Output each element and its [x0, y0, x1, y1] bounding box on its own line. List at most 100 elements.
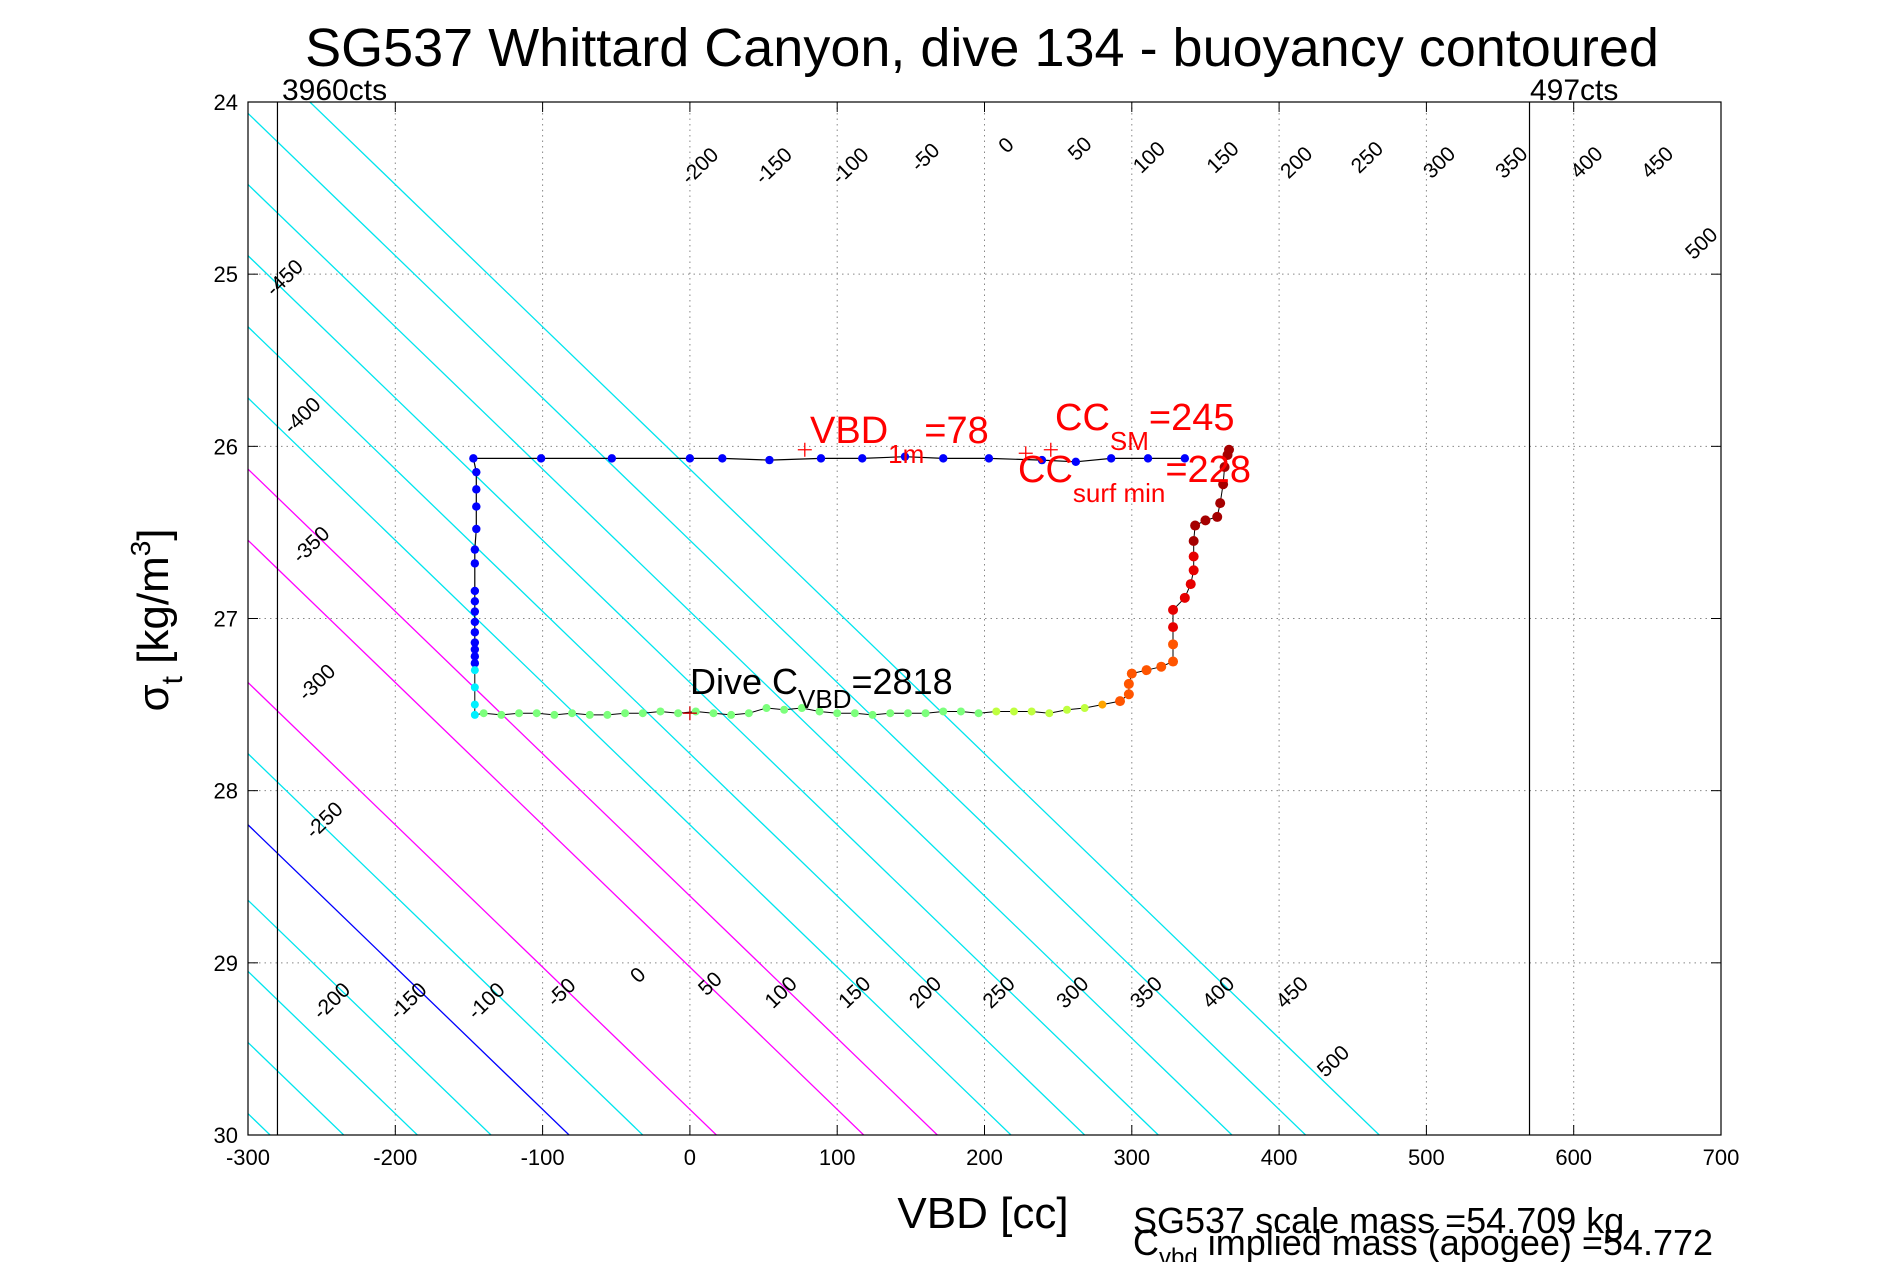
dive-point	[727, 710, 736, 719]
dive-point	[833, 709, 842, 718]
dive-point	[1179, 592, 1190, 603]
climb-point	[470, 545, 480, 554]
contour-line	[248, 112, 1307, 1135]
contour-line	[248, 325, 1086, 1135]
climb-point	[470, 607, 480, 616]
climb-point	[685, 454, 695, 463]
dive-point	[1115, 696, 1126, 707]
dive-point	[656, 707, 665, 716]
dive-point	[815, 707, 824, 716]
contour-line	[248, 681, 718, 1135]
data-series	[469, 442, 1235, 721]
chart-title: SG537 Whittard Canyon, dive 134 - buoyan…	[305, 18, 1659, 78]
cc-sm-main: CC	[1055, 397, 1110, 439]
dive-point	[1027, 707, 1036, 716]
climb-point	[1106, 454, 1116, 463]
y-axis-label-sup: 3	[125, 541, 156, 557]
y-tick-label: 24	[214, 90, 238, 115]
contour-line	[248, 254, 1160, 1135]
dive-point	[797, 704, 806, 713]
y-axis-label-units: [kg/m	[129, 556, 178, 676]
climb-point	[1071, 457, 1081, 467]
dive-point	[1190, 520, 1201, 531]
dive-point	[1123, 689, 1134, 700]
climb-point	[939, 454, 948, 463]
dive-point	[992, 707, 1001, 716]
dive-point	[1188, 551, 1199, 562]
x-tick-label: 300	[1113, 1145, 1150, 1170]
contour-line	[248, 752, 644, 1135]
dive-point	[1188, 565, 1199, 576]
cc-sm-label: CCSM=245	[1055, 397, 1234, 456]
dive-point	[470, 710, 479, 719]
dive-point	[1200, 515, 1211, 526]
climb-point	[607, 454, 617, 463]
dive-point	[1168, 622, 1179, 633]
dive-point	[1123, 678, 1134, 689]
dive-cvbd-main: Dive C	[690, 661, 798, 702]
dive-point	[1126, 668, 1137, 679]
dive-point	[1168, 656, 1179, 667]
x-tick-label: 500	[1408, 1145, 1445, 1170]
climb-point	[469, 454, 478, 463]
vbd-1m-marker	[797, 442, 812, 457]
dive-point	[1224, 444, 1235, 455]
dive-point	[621, 709, 630, 718]
dive-point	[886, 709, 895, 718]
dive-point	[1080, 704, 1089, 713]
cc-surf-min-sub: surf min	[1073, 478, 1165, 508]
right-count-label: 497cts	[1530, 74, 1618, 107]
x-tick-label: -100	[521, 1145, 565, 1170]
dive-point	[470, 700, 479, 709]
y-tick-label: 26	[214, 434, 238, 459]
contour-line	[0, 0, 51, 1262]
dive-point	[1168, 604, 1179, 615]
dive-point	[1185, 579, 1196, 590]
climb-point	[718, 454, 727, 463]
dive-point	[479, 709, 488, 718]
climb-point	[470, 597, 480, 606]
dive-point	[921, 709, 930, 718]
climb-point	[1180, 454, 1190, 463]
dive-point	[585, 710, 594, 719]
climb-point	[858, 454, 867, 463]
dive-point	[1098, 700, 1107, 709]
dive-point	[603, 710, 612, 719]
implied-mass-text: Cvbd implied mass (apogee) =54.772	[1133, 1222, 1713, 1262]
dive-point	[956, 707, 965, 716]
contour-line	[248, 823, 571, 1135]
dive-point	[515, 709, 524, 718]
implied-mass-main: C	[1133, 1222, 1159, 1262]
climb-point	[900, 452, 910, 461]
dive-point	[974, 709, 983, 718]
axis-ticks: -300 -200 -100 0 100 200 300 400 500 600 700 24 25 26…	[214, 90, 1740, 1170]
dive-point	[744, 709, 753, 718]
vbd-1m-sub: 1m	[888, 439, 924, 469]
dive-point	[568, 709, 577, 718]
contour-line	[248, 970, 419, 1135]
x-tick-label: -300	[226, 1145, 270, 1170]
cc-sm-value: =245	[1149, 397, 1235, 439]
x-tick-label: 100	[819, 1145, 856, 1170]
contour-line	[248, 899, 492, 1135]
dive-point	[1156, 661, 1167, 672]
dive-point	[674, 709, 683, 718]
dive-point	[1141, 665, 1152, 676]
dive-point	[1219, 461, 1230, 472]
climb-point	[470, 586, 480, 596]
cc-surf-min-marker	[1018, 446, 1033, 461]
y-tick-label: 29	[214, 951, 238, 976]
y-tick-label: 27	[214, 607, 238, 632]
climb-point	[1143, 454, 1153, 463]
dive-point	[939, 707, 948, 716]
contour-line	[308, 102, 1381, 1135]
contour-line	[248, 1041, 345, 1135]
y-axis-label: σt [kg/m3]	[125, 528, 189, 711]
cc-surf-min-label: CCsurf min=228	[1018, 449, 1251, 508]
dive-point	[1168, 639, 1179, 650]
climb-point	[472, 467, 481, 477]
contour-line	[248, 183, 1233, 1135]
climb-point	[765, 455, 774, 465]
y-axis-label-close: ]	[129, 528, 178, 540]
